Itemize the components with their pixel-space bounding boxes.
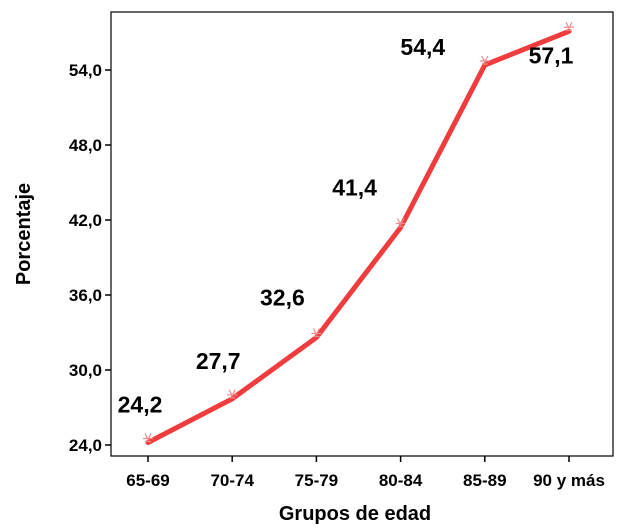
x-tick-label: 85-89 [463, 471, 506, 490]
y-tick-label: 42,0 [69, 211, 102, 230]
x-tick-label: 90 y más [533, 471, 605, 490]
x-axis-title: Grupos de edad [279, 503, 431, 525]
x-tick-label: 65-69 [126, 471, 169, 490]
data-point-marker [227, 389, 238, 399]
y-tick-label: 48,0 [69, 136, 102, 155]
data-point-marker [564, 21, 574, 31]
series-markers [143, 21, 574, 443]
data-label: 54,4 [400, 34, 445, 60]
data-label: 32,6 [260, 285, 305, 311]
y-axis-title: Porcentaje [13, 183, 35, 285]
data-point-marker [479, 55, 490, 65]
data-label: 27,7 [196, 348, 241, 374]
x-tick-label: 70-74 [210, 471, 254, 490]
data-point-marker [395, 218, 406, 228]
x-tick-label: 80-84 [379, 471, 423, 490]
data-label: 57,1 [529, 42, 574, 68]
y-tick-label: 36,0 [69, 286, 102, 305]
data-point-marker [311, 328, 322, 338]
y-tick-label: 54,0 [69, 61, 102, 80]
data-label: 24,2 [118, 392, 163, 418]
data-point-marker [143, 433, 153, 443]
series-line [145, 28, 572, 445]
data-label: 41,4 [332, 175, 377, 201]
y-tick-label: 24,0 [69, 436, 102, 455]
data-labels: 24,2 27,7 32,6 41,4 54,4 57,1 [118, 34, 574, 418]
y-axis: 24,0 30,0 36,0 42,0 48,0 54,0 [69, 61, 111, 455]
x-tick-label: 75-79 [295, 471, 338, 490]
plot-frame [110, 11, 614, 457]
y-tick-label: 30,0 [69, 361, 102, 380]
x-axis: 65-69 70-74 75-79 80-84 85-89 90 y más [126, 456, 605, 490]
